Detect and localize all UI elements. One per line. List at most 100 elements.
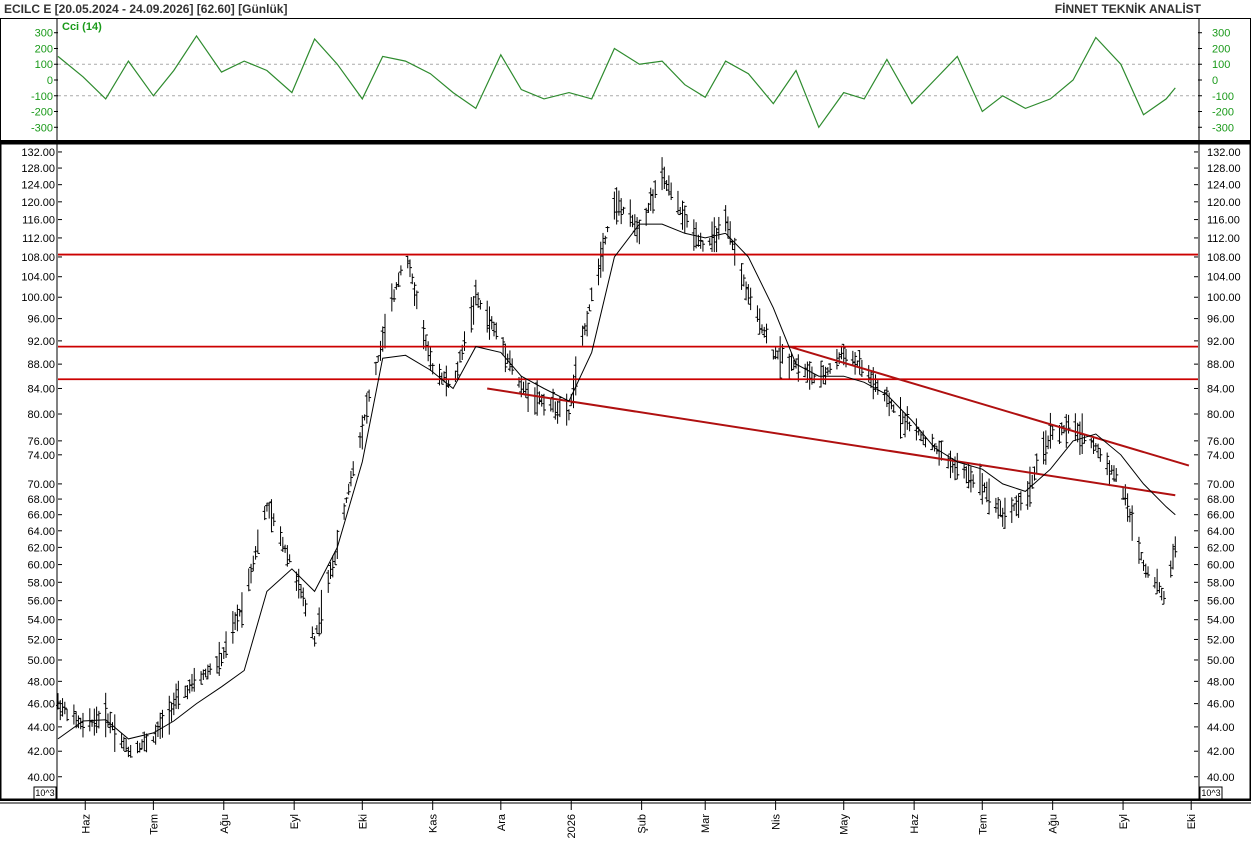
price-bar	[669, 182, 674, 201]
price-bar	[471, 296, 476, 325]
price-bar	[167, 695, 172, 735]
price-bar	[585, 310, 590, 337]
price-tick-label-left: 52.00	[27, 634, 55, 646]
price-tick-label-right: 124.00	[1207, 180, 1241, 192]
cci-tick-label-right: 100	[1212, 59, 1230, 71]
price-bar	[1171, 543, 1176, 570]
price-bar	[603, 235, 608, 245]
price-tick-label-right: 56.00	[1207, 596, 1235, 608]
x-axis: Haz Tem Ağu Eyl Eki Kas Ara 2026 Şub Mar Nis May Haz…	[80, 800, 1198, 838]
price-bar	[171, 692, 176, 716]
price-bar	[428, 347, 433, 371]
price-bar	[889, 399, 894, 410]
price-bar	[205, 664, 210, 680]
price-bar	[342, 503, 347, 520]
price-bar	[426, 341, 431, 362]
price-bar	[287, 554, 292, 563]
price-bar	[1025, 481, 1030, 510]
price-bar	[680, 200, 685, 230]
cci-tick-label-left: 100	[35, 59, 53, 71]
price-bar	[140, 739, 145, 750]
price-bar	[614, 187, 619, 225]
price-bar	[1155, 568, 1160, 595]
price-bar	[108, 711, 113, 734]
price-tick-label-right: 66.00	[1207, 510, 1235, 522]
x-tick-label: Haz	[80, 814, 92, 834]
cci-tick-label-right: -100	[1212, 91, 1234, 103]
price-bar	[839, 345, 844, 360]
price-bar	[566, 409, 571, 421]
price-tick-label-right: 46.00	[1207, 699, 1235, 711]
price-tick-label-left: 96.00	[27, 314, 55, 326]
price-bar	[221, 647, 226, 660]
price-bar	[96, 710, 101, 729]
price-bar	[526, 382, 531, 413]
price-tick-label-right: 74.00	[1207, 450, 1235, 462]
price-bar	[1121, 486, 1126, 500]
cci-tick-label-left: -200	[31, 107, 53, 119]
x-tick-label: Tem	[148, 814, 160, 835]
price-bar	[1139, 552, 1144, 561]
price-bar	[725, 216, 730, 239]
price-tick-label-right: 42.00	[1207, 746, 1235, 758]
price-bar	[971, 474, 976, 488]
price-bar	[746, 284, 751, 305]
price-tick-label-right: 120.00	[1207, 197, 1241, 209]
cci-tick-label-right: 200	[1212, 43, 1230, 55]
price-bar	[741, 274, 746, 287]
price-bar	[396, 272, 401, 288]
price-bar	[185, 685, 190, 700]
price-bar	[1173, 536, 1178, 558]
x-tick-label: Kas	[428, 814, 440, 833]
cci-line	[57, 34, 1176, 129]
price-bar	[492, 321, 497, 337]
price-bar	[875, 379, 880, 395]
price-bar	[1046, 435, 1051, 450]
price-bar	[921, 430, 926, 445]
price-bar	[1034, 453, 1039, 474]
price-bar	[187, 679, 192, 694]
price-bar	[601, 232, 606, 272]
price-bar	[716, 216, 721, 240]
price-bar	[1114, 468, 1119, 482]
cci-tick-label-left: 200	[35, 43, 53, 55]
price-tick-label-left: 54.00	[27, 615, 55, 627]
price-bar	[635, 217, 640, 243]
price-bar	[360, 415, 365, 450]
price-bar	[1091, 437, 1096, 454]
price-bar	[364, 392, 369, 424]
price-bar	[407, 259, 412, 278]
price-bar	[333, 551, 338, 566]
price-bar	[444, 365, 449, 397]
price-tick-label-left: 58.00	[27, 577, 55, 589]
price-bar	[203, 668, 208, 678]
price-bar	[78, 717, 83, 730]
price-tick-label-right: 80.00	[1207, 409, 1235, 421]
price-bar	[580, 325, 585, 346]
price-bar	[605, 226, 610, 233]
price-bar	[410, 273, 415, 285]
price-tick-label-left: 68.00	[27, 494, 55, 506]
x-tick-label: Nis	[771, 814, 783, 830]
price-tick-label-left: 100.00	[21, 292, 55, 304]
price-bar	[564, 393, 569, 426]
price-bar	[714, 227, 719, 253]
scale-note-box-right	[1199, 786, 1223, 800]
price-bar	[707, 238, 712, 246]
price-bar	[712, 217, 717, 253]
price-tick-label-right: 52.00	[1207, 634, 1235, 646]
price-bar	[728, 221, 733, 245]
price-bar	[310, 626, 315, 639]
price-bar	[183, 685, 188, 698]
price-bar	[1043, 430, 1048, 465]
price-bar	[505, 353, 510, 364]
price-bar	[775, 350, 780, 360]
price-tick-label-right: 108.00	[1207, 252, 1241, 264]
cci-y-axis: 300 300 200 200 100 100 0 0 -100 -100 -200 -200 -300…	[31, 28, 1234, 135]
price-bar	[351, 461, 356, 477]
price-bar	[637, 219, 642, 245]
price-bar	[700, 240, 705, 252]
price-tick-label-right: 50.00	[1207, 655, 1235, 667]
price-tick-label-left: 62.00	[27, 542, 55, 554]
price-bar	[376, 355, 381, 363]
